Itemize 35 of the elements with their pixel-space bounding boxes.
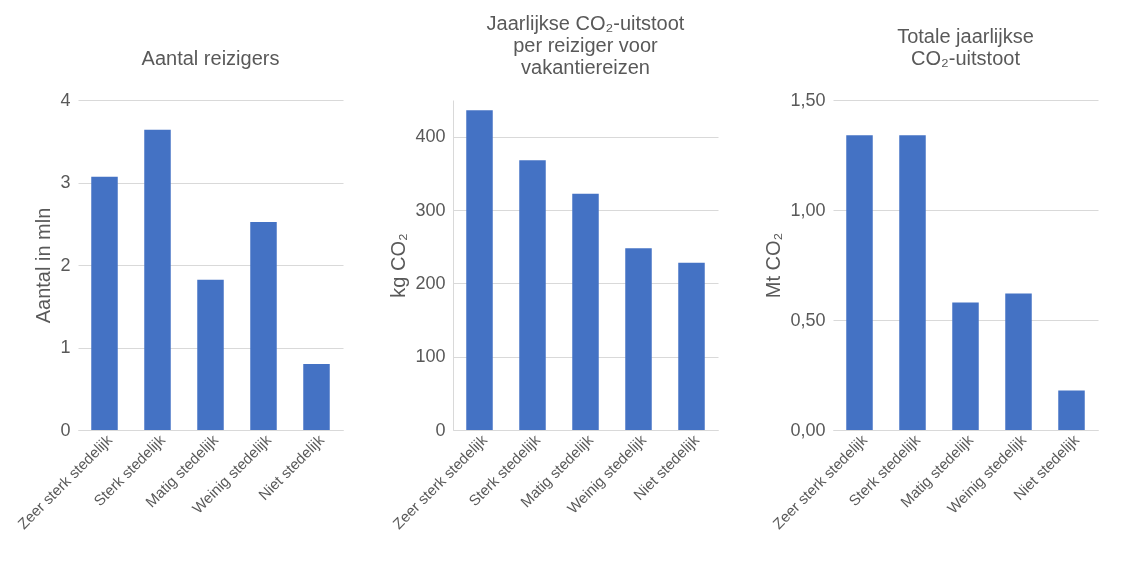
y-tick-label: 300 [415,199,446,220]
bar [572,193,599,430]
bar [250,222,277,430]
y-tick-label: 400 [415,126,446,147]
bar [1058,390,1085,430]
bar [1005,293,1032,430]
y-tick-label: 1,00 [790,199,826,220]
y-tick-label: 100 [415,346,446,367]
y-tick-label: 4 [60,89,71,110]
y-axis-title: kg CO₂ [387,233,410,298]
y-axis-title: Mt CO₂ [762,232,785,299]
bar [899,135,926,430]
bar [91,176,118,430]
y-tick-label: 0 [435,419,446,440]
y-tick-label: 3 [60,172,71,192]
bar [952,302,979,430]
y-tick-label: 2 [60,254,71,275]
chart-title: Totale jaarlijkse CO₂-uitstoot [897,25,1034,69]
chart-title: Aantal reizigers [141,47,280,69]
bar [678,262,705,430]
bar [197,279,224,430]
bar [144,129,171,430]
bar [519,160,546,430]
bar [625,248,652,430]
chart-title: Jaarlijkse CO₂-uitstoot per reiziger voor vakantiereizen [486,12,685,78]
bar [846,135,873,430]
y-tick-label: 0,00 [790,419,826,440]
y-tick-label: 1,50 [790,89,826,110]
y-tick-label: 1 [60,337,71,357]
y-tick-label: 0,50 [790,309,826,330]
bar [466,110,493,430]
y-tick-label: 200 [415,272,446,293]
bar [303,364,330,430]
y-axis-title: Aantal in mln [32,207,55,324]
y-tick-label: 0 [60,419,71,440]
